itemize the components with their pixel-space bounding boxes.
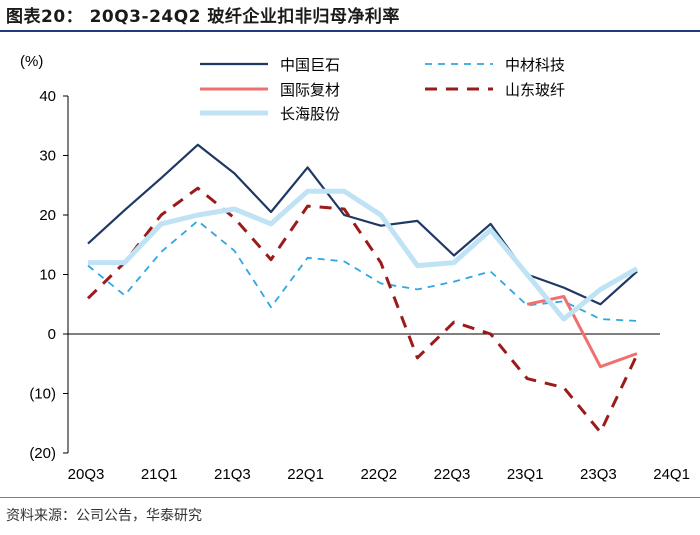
legend-label: 长海股份: [280, 105, 340, 123]
y-tick-label: 20: [39, 207, 56, 224]
y-tick-label: 10: [39, 267, 56, 284]
x-tick-label: 23Q3: [580, 466, 617, 483]
series-line: [86, 186, 639, 434]
legend-label: 山东玻纤: [505, 81, 565, 99]
y-tick-label: (20): [29, 445, 56, 462]
y-axis-unit-label: (%): [20, 53, 43, 70]
x-tick-label: 23Q1: [507, 466, 544, 483]
x-tick-label: 22Q3: [434, 466, 471, 483]
legend-label: 中材科技: [505, 56, 565, 74]
legend-label: 国际复材: [280, 81, 340, 99]
chart-title: 图表20： 20Q3-24Q2 玻纤企业扣非归母净利率: [6, 7, 400, 27]
legend-label: 中国巨石: [280, 56, 340, 74]
y-tick-label: 0: [48, 326, 56, 343]
source-note: 资料来源：公司公告，华泰研究: [6, 508, 202, 524]
x-tick-label: 21Q3: [214, 466, 251, 483]
x-tick-label: 20Q3: [68, 466, 105, 483]
title-divider: [0, 30, 700, 32]
source-divider: [0, 497, 700, 498]
x-tick-label: 21Q1: [141, 466, 178, 483]
x-tick-label: 22Q2: [360, 466, 397, 483]
y-tick-label: 40: [39, 88, 56, 105]
series-line: [87, 219, 638, 322]
y-tick-label: 30: [39, 148, 56, 165]
x-tick-label: 22Q1: [287, 466, 324, 483]
line-chart: (%) (20) (10) 0 10 20 30 40 20Q3 21Q1 21Q3 22Q1 22Q…: [20, 53, 690, 483]
series-line: [88, 188, 639, 322]
series-line: [87, 143, 638, 306]
x-tick-label: 24Q1: [653, 466, 690, 483]
y-tick-label: (10): [29, 386, 56, 403]
